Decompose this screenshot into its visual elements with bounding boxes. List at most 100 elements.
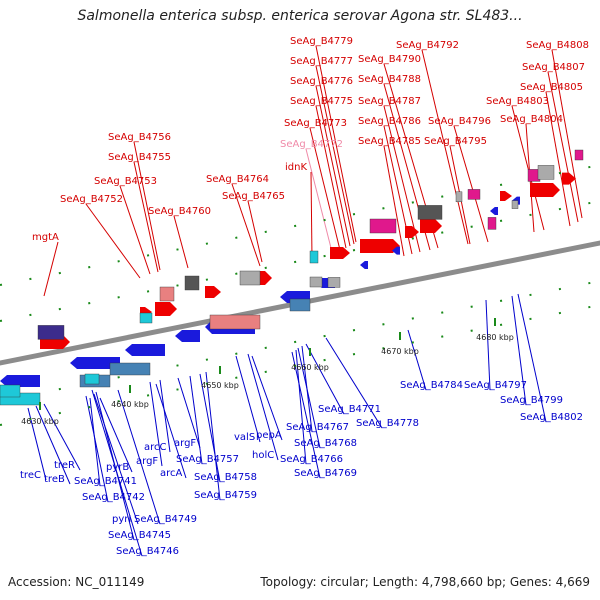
reverse-gene-arrow[interactable] (392, 246, 400, 255)
forward-gene-label[interactable]: SeAg_B4760 (148, 206, 211, 217)
reverse-gene-label[interactable]: SeAg_B4758 (194, 472, 257, 483)
reverse-gene-label[interactable]: SeAg_B4757 (176, 454, 239, 465)
forward-gene-label[interactable]: SeAg_B4786 (358, 116, 421, 127)
leader-line (511, 105, 545, 231)
gene-block[interactable] (537, 165, 555, 180)
forward-gene-label[interactable]: SeAg_B4765 (222, 191, 285, 202)
forward-gene-arrow[interactable] (420, 219, 442, 233)
gene-labels[interactable]: SeAg_B4779 SeAg_B4777 SeAg_B4776 SeAg_B4775… (20, 36, 589, 557)
forward-gene-label[interactable]: SeAg_B4779 (290, 36, 353, 47)
reverse-gene-label[interactable]: SeAg_B4769 (294, 468, 357, 479)
forward-gene-arrow[interactable] (530, 183, 560, 197)
reverse-gene-label[interactable]: arcA (160, 468, 183, 479)
forward-gene-label[interactable]: SeAg_B4775 (290, 96, 353, 107)
forward-gene-label[interactable]: SeAg_B4772 (280, 139, 343, 150)
reverse-gene-label[interactable]: valS (234, 432, 255, 443)
gene-block[interactable] (239, 270, 261, 286)
reverse-gene-label[interactable]: treC (20, 470, 41, 481)
reverse-gene-arrow[interactable] (0, 375, 40, 387)
reverse-gene-label[interactable]: arcC (144, 442, 167, 453)
gene-block[interactable] (455, 191, 463, 203)
forward-gene-label[interactable]: SeAg_B4753 (94, 176, 157, 187)
reverse-gene-label[interactable]: SeAg_B4767 (286, 422, 349, 433)
reverse-gene-label[interactable]: SeAg_B4745 (108, 530, 171, 541)
reverse-gene-label[interactable]: SeAg_B4771 (318, 404, 381, 415)
gene-block[interactable] (309, 276, 323, 288)
reverse-gene-label[interactable]: SeAg_B4746 (116, 546, 179, 557)
forward-gene-label[interactable]: SeAg_B4796 (428, 116, 491, 127)
forward-gene-label[interactable]: SeAg_B4788 (358, 74, 421, 85)
gene-block[interactable] (487, 217, 497, 230)
reverse-gene-label[interactable]: pepA (256, 430, 282, 441)
forward-gene-label[interactable]: SeAg_B4785 (358, 136, 421, 147)
forward-gene-label[interactable]: SeAg_B4805 (520, 82, 583, 93)
gene-block[interactable] (289, 298, 311, 312)
reverse-gene-label[interactable]: SeAg_B4799 (500, 395, 563, 406)
forward-gene-label[interactable]: SeAg_B4787 (358, 96, 421, 107)
reverse-gene-label[interactable]: SeAg_B4742 (82, 492, 145, 503)
reverse-gene-label[interactable]: SeAg_B4797 (464, 380, 527, 391)
forward-gene-label[interactable]: SeAg_B4764 (206, 174, 269, 185)
forward-gene-label[interactable]: SeAg_B4808 (526, 40, 589, 51)
leader-line (305, 343, 345, 415)
reverse-gene-arrow[interactable] (125, 344, 165, 356)
forward-gene-label[interactable]: SeAg_B4755 (108, 152, 171, 163)
forward-gene-label[interactable]: SeAg_B4773 (284, 118, 347, 129)
forward-gene-arrow[interactable] (562, 172, 576, 185)
forward-gene-arrow[interactable] (500, 191, 512, 201)
forward-gene-label[interactable]: SeAg_B4804 (500, 114, 563, 125)
reverse-gene-label[interactable]: SeAg_B4778 (356, 418, 419, 429)
forward-gene-arrow[interactable] (205, 286, 221, 298)
reverse-gene-arrow[interactable] (490, 207, 498, 215)
reverse-gene-label[interactable]: SeAg_B4768 (294, 438, 357, 449)
forward-gene-label[interactable]: SeAg_B4807 (522, 62, 585, 73)
reverse-gene-label[interactable]: argF (136, 456, 158, 467)
gene-block[interactable] (467, 189, 481, 200)
forward-gene-label[interactable]: SeAg_B4803 (486, 96, 549, 107)
gene-block[interactable] (327, 277, 341, 288)
gene-block[interactable] (369, 218, 397, 234)
forward-gene-label[interactable]: SeAg_B4792 (396, 40, 459, 51)
forward-gene-label[interactable]: SeAg_B4752 (60, 194, 123, 205)
reverse-gene-label[interactable]: SeAg_B4749 (134, 514, 197, 525)
reverse-gene-label[interactable]: treR (54, 460, 75, 471)
gene-block[interactable] (184, 275, 200, 291)
gene-block[interactable] (511, 200, 519, 209)
forward-gene-label[interactable]: mgtA (32, 232, 59, 243)
gene-features[interactable] (0, 149, 584, 406)
forward-gene-arrow[interactable] (155, 302, 177, 316)
gene-block[interactable] (109, 362, 151, 376)
reverse-gene-label[interactable]: SeAg_B4766 (280, 454, 343, 465)
gene-block[interactable] (84, 373, 100, 385)
reverse-gene-arrow[interactable] (70, 357, 120, 369)
gene-block[interactable] (309, 250, 319, 264)
gene-block[interactable] (417, 205, 443, 220)
forward-gene-label[interactable]: SeAg_B4777 (290, 56, 353, 67)
reverse-gene-label[interactable]: SeAg_B4759 (194, 490, 257, 501)
reverse-gene-label[interactable]: SeAg_B4802 (520, 412, 583, 423)
gene-block[interactable] (574, 149, 584, 161)
reverse-gene-label[interactable]: holC (252, 450, 274, 461)
reverse-gene-label[interactable]: pyrI (112, 514, 131, 525)
gene-block[interactable] (159, 286, 175, 302)
gene-block[interactable] (0, 384, 21, 398)
forward-gene-arrow[interactable] (360, 239, 400, 253)
reverse-gene-arrow[interactable] (175, 330, 200, 342)
forward-gene-arrow[interactable] (405, 226, 419, 238)
reverse-gene-label[interactable]: treB (44, 474, 65, 485)
gene-block[interactable] (139, 312, 153, 324)
forward-gene-label[interactable]: SeAg_B4790 (358, 54, 421, 65)
forward-gene-label[interactable]: SeAg_B4776 (290, 76, 353, 87)
forward-gene-arrow[interactable] (330, 247, 350, 259)
forward-gene-label[interactable]: idnK (285, 162, 307, 173)
forward-gene-label[interactable]: SeAg_B4795 (424, 136, 487, 147)
reverse-gene-arrow[interactable] (360, 261, 368, 269)
reverse-gene-label[interactable]: argF (174, 438, 196, 449)
gene-block[interactable] (37, 325, 65, 340)
gene-block[interactable] (209, 314, 261, 330)
reverse-gene-label[interactable]: pyrB (106, 462, 129, 473)
forward-gene-label[interactable]: SeAg_B4756 (108, 132, 171, 143)
reverse-gene-label[interactable]: SeAg_B4741 (74, 476, 137, 487)
reverse-gene-label[interactable]: SeAg_B4784 (400, 380, 463, 391)
